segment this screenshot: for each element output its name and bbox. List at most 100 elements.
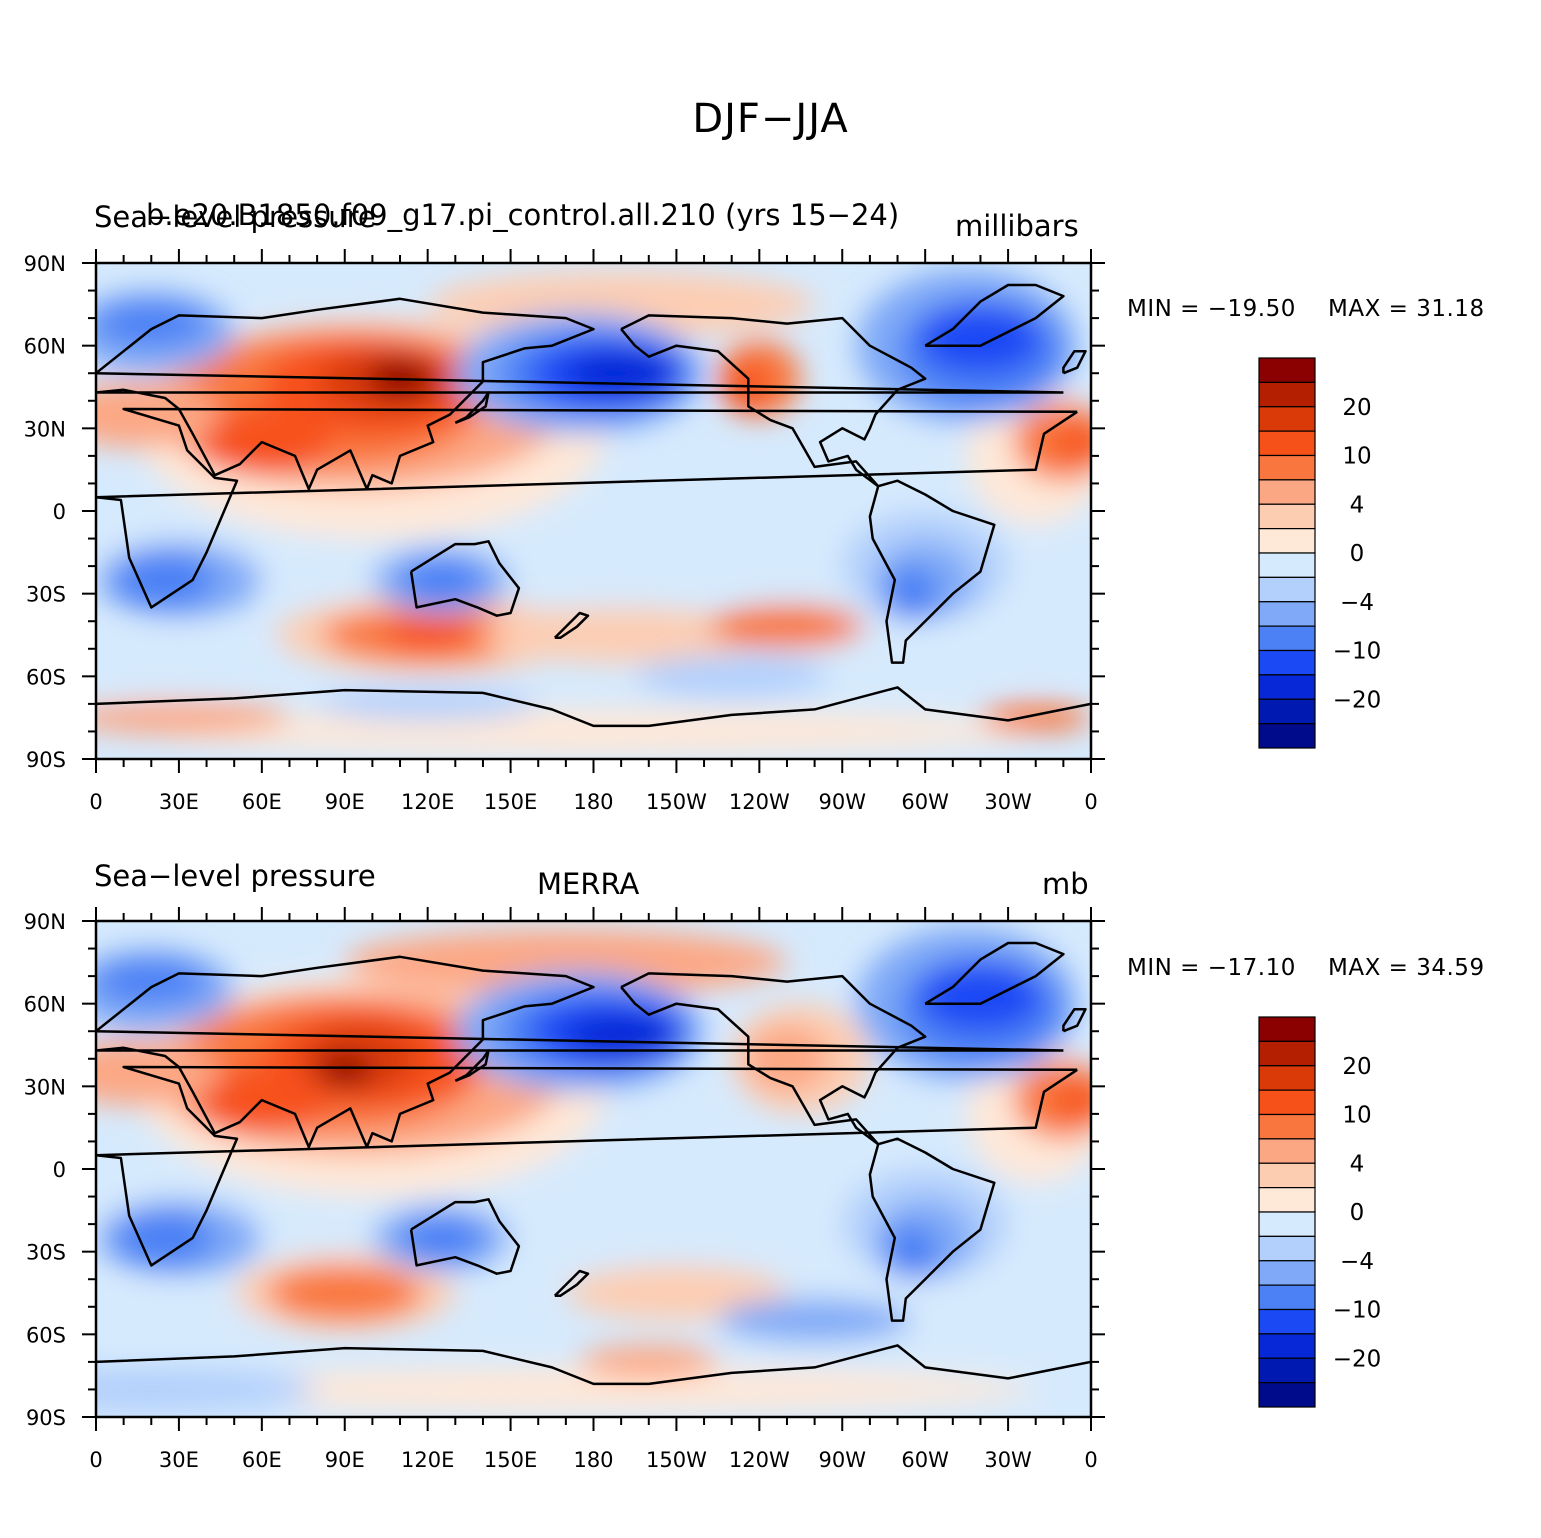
panel2-colorbar-box bbox=[1258, 1382, 1316, 1408]
panel1-lon-label: 60E bbox=[242, 790, 282, 814]
panel2-contour-40 bbox=[717, 1298, 912, 1343]
panel2-colorbar-box bbox=[1258, 1016, 1316, 1042]
panel1-colorbar-box bbox=[1258, 698, 1316, 725]
panel2-contour-6 bbox=[344, 929, 787, 996]
panel2-contour-16 bbox=[745, 1025, 829, 1092]
panel2-lon-label: 150E bbox=[484, 1448, 537, 1472]
panel1-lon-label: 180 bbox=[573, 790, 613, 814]
panel2-lon-label: 30W bbox=[984, 1448, 1032, 1472]
panel2-lat-label: 30N bbox=[24, 1075, 66, 1099]
panel2-colorbar: 20 10 4 0 −4 −10 −20 bbox=[1258, 1016, 1382, 1408]
panel2-left-title: Sea−level pressure bbox=[94, 859, 376, 893]
panel1-colorbar: 20 10 4 0 −4 −10 −20 bbox=[1258, 357, 1381, 749]
panel2-coastline-3 bbox=[620, 972, 927, 1146]
panel1-lon-label: 150E bbox=[484, 790, 537, 814]
panel2-lon-label: 60W bbox=[901, 1448, 949, 1472]
panel2-coastlines bbox=[96, 941, 1091, 1386]
panel2-colorbar-box bbox=[1258, 1113, 1316, 1140]
panel1-coastline-4 bbox=[868, 479, 996, 664]
panel2-min-label: MIN = −17.10 bbox=[1127, 955, 1296, 981]
panel2-colorbar-box bbox=[1258, 1040, 1316, 1067]
panel1-lat-label: 90S bbox=[26, 748, 66, 772]
panel2-colorbar-box bbox=[1258, 1333, 1316, 1359]
panel2-contour-23 bbox=[579, 1345, 718, 1379]
panel1-coastline-6 bbox=[96, 686, 1091, 728]
panel1-contour-18 bbox=[1055, 425, 1091, 459]
panel2-colorbar-box bbox=[1258, 1187, 1316, 1213]
panel1-lon-label: 120W bbox=[729, 790, 790, 814]
panel1-colorbar-box bbox=[1258, 357, 1316, 383]
panel2-colorbar-label: −20 bbox=[1333, 1346, 1382, 1372]
figure-title: DJF−JJA bbox=[692, 96, 849, 142]
panel2-lat-label: 60N bbox=[24, 993, 66, 1017]
panel1-colorbar-label: 4 bbox=[1350, 492, 1365, 518]
panel1-contour-42 bbox=[883, 566, 939, 622]
panel2-map bbox=[96, 921, 1091, 1417]
panel2-coastline-7 bbox=[553, 1269, 590, 1298]
panel1-colorbar-box bbox=[1258, 454, 1316, 481]
panel1-contour-1 bbox=[96, 629, 276, 696]
panel2-axes: 0 30E 60E 90E 120E 150E 180 150W 120W 90W 60W 30W 09… bbox=[24, 907, 1105, 1472]
panel2-lat-label: 0 bbox=[53, 1158, 66, 1182]
panel2-lon-label: 180 bbox=[573, 1448, 613, 1472]
panel1-colorbar-box bbox=[1258, 674, 1316, 700]
panel2-coastline-8 bbox=[454, 1049, 490, 1082]
panel2-lon-label: 30E bbox=[159, 1448, 199, 1472]
panel1-colorbar-label: −4 bbox=[1340, 590, 1374, 616]
panel1-coastlines bbox=[96, 283, 1091, 728]
panel1-colorbar-box bbox=[1258, 576, 1316, 603]
panel1-coastline-7 bbox=[553, 611, 590, 640]
panel2-colorbar-box bbox=[1258, 1308, 1316, 1335]
panel2-colorbar-box bbox=[1258, 1357, 1316, 1384]
panel1-contour-22 bbox=[482, 607, 760, 663]
panel1-coastline-0 bbox=[96, 407, 1078, 609]
panel2-contour-12 bbox=[317, 1053, 373, 1087]
panel2-colorbar-label: 10 bbox=[1342, 1103, 1371, 1129]
panel1-left-title: Sea−level pressure bbox=[94, 200, 376, 234]
panel1-contour-25 bbox=[96, 701, 290, 735]
panel2-contour-17 bbox=[1013, 1061, 1091, 1139]
panel2-right-title: mb bbox=[1042, 867, 1089, 901]
panel1-lat-label: 60S bbox=[26, 665, 66, 689]
panel1-colorbar-box bbox=[1258, 406, 1316, 432]
panel1-colorbar-box bbox=[1258, 430, 1316, 457]
panel1-contour-37 bbox=[115, 552, 215, 608]
panel1-contour-33 bbox=[919, 307, 1042, 374]
panel1-colorbar-label: 10 bbox=[1342, 444, 1371, 470]
panel1-center-title: b.e20.B1850.f09_g17.pi_control.all.210 (… bbox=[146, 198, 900, 232]
panel1-colorbar-box bbox=[1258, 649, 1316, 676]
panel1-lon-label: 150W bbox=[646, 790, 707, 814]
panel1-contour-24 bbox=[151, 709, 1036, 754]
panel2-center-title: MERRA bbox=[537, 867, 640, 901]
panel2-colorbar-box bbox=[1258, 1138, 1316, 1164]
panel2-colorbar-label: 0 bbox=[1350, 1200, 1365, 1226]
panel2-contour-1 bbox=[96, 1287, 276, 1354]
panel1-lon-label: 90W bbox=[819, 790, 867, 814]
panel1-coastline-5 bbox=[924, 283, 1065, 347]
panel1-lat-label: 30S bbox=[26, 583, 66, 607]
panel1-colorbar-box bbox=[1258, 528, 1316, 554]
panel2-coastline-0 bbox=[96, 1065, 1078, 1267]
panel2-contour-14 bbox=[96, 1039, 221, 1106]
panel2-coastline-5 bbox=[924, 941, 1065, 1005]
panel2-lon-label: 0 bbox=[89, 1448, 102, 1472]
panel2-colorbar-box bbox=[1258, 1284, 1316, 1311]
panel1-coastline-8 bbox=[454, 391, 490, 424]
panel2-colorbar-box bbox=[1258, 1260, 1316, 1286]
panel1-contour-21 bbox=[386, 618, 470, 652]
panel1-colorbar-box bbox=[1258, 625, 1316, 652]
panel1-min-label: MIN = −19.50 bbox=[1127, 296, 1296, 322]
panel1-contour-35 bbox=[96, 301, 207, 346]
panel1-coastline-3 bbox=[620, 314, 927, 488]
panel2-contour-20 bbox=[267, 1265, 423, 1321]
panel2-colorbar-box bbox=[1258, 1235, 1316, 1262]
panel1-contour-17 bbox=[1013, 403, 1091, 481]
panel1-lon-label: 90E bbox=[325, 790, 365, 814]
panel2-contour-34 bbox=[115, 1210, 215, 1266]
panel1-lon-label: 60W bbox=[901, 790, 949, 814]
panel2-colorbar-label: 20 bbox=[1342, 1054, 1371, 1080]
panel2-colorbar-box bbox=[1258, 1089, 1316, 1116]
panel1-colorbar-label: 20 bbox=[1342, 395, 1371, 421]
panel2-lon-label: 120W bbox=[729, 1448, 790, 1472]
panel2-contour-27 bbox=[565, 1014, 677, 1059]
